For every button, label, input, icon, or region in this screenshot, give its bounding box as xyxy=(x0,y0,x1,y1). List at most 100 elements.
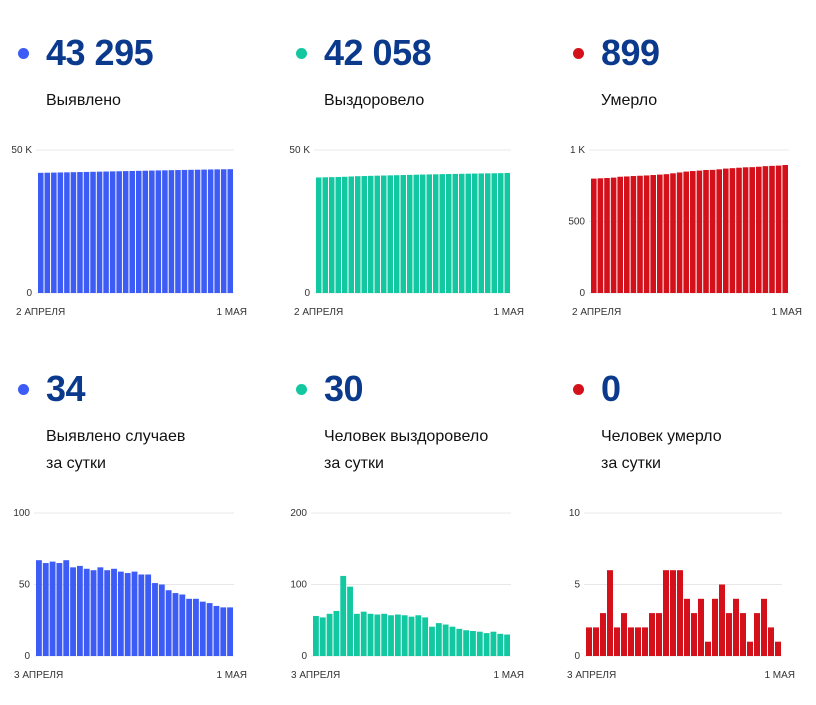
bar xyxy=(696,170,703,293)
bar xyxy=(691,613,697,656)
bar xyxy=(214,169,220,293)
bar xyxy=(690,171,696,293)
bar xyxy=(670,173,676,293)
bar xyxy=(329,177,335,293)
bar xyxy=(705,641,711,656)
bar xyxy=(463,630,470,656)
x-start-label: 3 АПРЕЛЯ xyxy=(567,670,616,681)
y-tick-label: 100 xyxy=(290,580,307,591)
chart-deaths-cumulative: 0 500 1 K 2 АПРЕЛЯ 1 МАЯ xyxy=(568,145,802,318)
bar xyxy=(64,172,70,293)
bar xyxy=(401,615,408,656)
x-end-label: 1 МАЯ xyxy=(216,670,247,681)
bar xyxy=(729,168,736,293)
bar xyxy=(452,173,458,293)
bar xyxy=(56,563,63,656)
x-end-label: 1 МАЯ xyxy=(493,670,524,681)
bar xyxy=(677,570,683,656)
bar xyxy=(188,169,194,293)
bar xyxy=(313,615,319,656)
bar xyxy=(206,603,213,656)
bar xyxy=(663,174,670,293)
bar xyxy=(413,174,419,293)
bar xyxy=(610,177,617,293)
bar xyxy=(181,169,188,293)
bar xyxy=(70,567,76,656)
bar xyxy=(342,176,348,293)
x-start-label: 2 АПРЕЛЯ xyxy=(294,307,343,318)
bar xyxy=(368,175,374,293)
bar xyxy=(335,176,341,293)
bar xyxy=(199,601,206,656)
bar xyxy=(733,598,739,656)
bar xyxy=(740,613,746,656)
green-dot-icon xyxy=(296,48,307,59)
bar xyxy=(227,169,233,293)
bar xyxy=(186,598,193,656)
bar xyxy=(736,167,742,293)
bar xyxy=(63,560,70,656)
bar xyxy=(116,171,122,293)
bar xyxy=(165,590,172,656)
bar xyxy=(340,575,347,656)
bar xyxy=(628,627,634,656)
bar xyxy=(442,624,449,656)
y-tick-label: 0 xyxy=(579,288,585,299)
bar xyxy=(227,607,233,656)
bar xyxy=(478,173,484,293)
detected-total: 43 295 xyxy=(46,32,154,73)
bar xyxy=(761,598,767,656)
bar xyxy=(703,170,709,293)
bar xyxy=(322,177,328,293)
bar xyxy=(591,178,597,293)
bar xyxy=(179,594,186,656)
bar xyxy=(607,570,613,656)
bar xyxy=(497,633,504,656)
bar xyxy=(747,641,753,656)
bar xyxy=(650,175,656,293)
y-tick-label: 500 xyxy=(568,217,585,228)
bar xyxy=(712,598,718,656)
bar xyxy=(656,613,662,656)
label-line-1: Человек выздоровело xyxy=(324,428,489,445)
bar xyxy=(439,174,445,293)
bar xyxy=(207,169,214,293)
bar xyxy=(456,628,463,656)
bar xyxy=(175,170,181,293)
bar xyxy=(637,175,643,293)
y-tick-label: 0 xyxy=(574,651,580,662)
bar xyxy=(657,174,663,293)
chart-daily-deaths: 0 5 10 3 АПРЕЛЯ 1 МАЯ xyxy=(567,508,795,681)
daily-recovered-value: 30 xyxy=(324,368,364,409)
bar xyxy=(213,605,220,656)
bar xyxy=(597,178,604,293)
bar xyxy=(103,171,109,293)
daily-detected-label: Выявлено случаев за сутки xyxy=(46,423,185,477)
y-tick-label: 50 K xyxy=(289,145,310,156)
bar xyxy=(83,171,90,293)
chart-daily-recovered: 0 100 200 3 АПРЕЛЯ 1 МАЯ xyxy=(290,508,524,681)
red-dot-icon xyxy=(573,384,584,395)
bar xyxy=(400,175,406,293)
bar xyxy=(149,170,155,293)
bar xyxy=(111,568,117,656)
bar xyxy=(367,613,374,656)
bar xyxy=(360,611,367,656)
bar xyxy=(449,626,456,656)
bar xyxy=(77,172,83,293)
bar xyxy=(586,627,592,656)
bar xyxy=(624,176,630,293)
bar xyxy=(83,568,90,656)
bar xyxy=(162,170,168,293)
bar xyxy=(762,166,769,293)
bar xyxy=(749,167,755,293)
bar xyxy=(716,169,722,293)
bar xyxy=(407,174,413,293)
daily-deaths-label: Человек умерло за сутки xyxy=(601,423,722,477)
bar xyxy=(782,165,788,293)
bar xyxy=(504,634,510,656)
x-end-label: 1 МАЯ xyxy=(216,307,247,318)
bar xyxy=(472,173,478,293)
recovered-total: 42 058 xyxy=(324,32,432,73)
x-end-label: 1 МАЯ xyxy=(771,307,802,318)
